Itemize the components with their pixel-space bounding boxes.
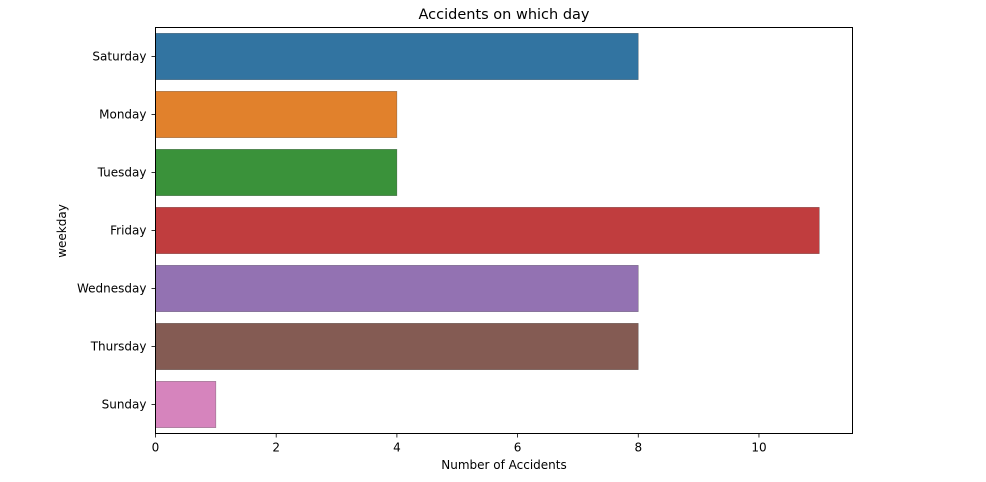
x-axis-ticks: 0 2 4 6 8 10 — [152, 433, 767, 455]
y-tick-label-thursday: Thursday — [90, 340, 147, 354]
x-tick-label-6: 6 — [514, 441, 522, 455]
y-tick-label-wednesday: Wednesday — [77, 282, 146, 296]
x-tick-label-8: 8 — [634, 441, 642, 455]
y-tick-label-saturday: Saturday — [92, 50, 146, 64]
x-tick-label-0: 0 — [152, 441, 160, 455]
bar-saturday — [155, 32, 639, 81]
y-tick-label-tuesday: Tuesday — [97, 166, 147, 180]
bar-monday — [155, 91, 398, 139]
bars-layer — [155, 32, 820, 428]
y-tick-label-sunday: Sunday — [102, 398, 147, 412]
y-tick-label-monday: Monday — [99, 108, 146, 122]
y-tick-label-friday: Friday — [110, 224, 146, 238]
bar-tuesday — [155, 149, 398, 197]
bar-thursday — [155, 322, 639, 370]
x-axis-label: Number of Accidents — [441, 458, 567, 472]
bar-wednesday — [155, 264, 639, 312]
x-tick-label-10: 10 — [751, 441, 766, 455]
plot-frame — [155, 27, 853, 434]
y-axis-label: weekday — [55, 204, 69, 258]
y-axis-ticks: Saturday Monday Tuesday Friday Wednesday Thur… — [77, 50, 156, 412]
x-tick-label-2: 2 — [272, 441, 280, 455]
bar-friday — [155, 207, 820, 255]
bar-sunday — [155, 380, 217, 428]
chart-title: Accidents on which day — [419, 7, 590, 23]
x-tick-label-4: 4 — [393, 441, 401, 455]
